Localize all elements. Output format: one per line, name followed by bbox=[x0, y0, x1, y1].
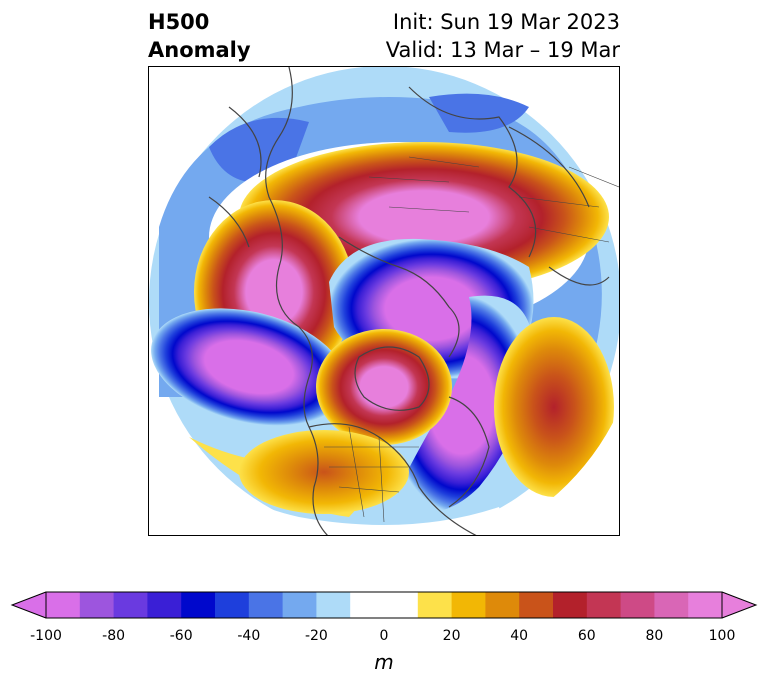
colorbar-tick-label: 20 bbox=[442, 628, 461, 644]
map-dates: Init: Sun 19 Mar 2023 Valid: 13 Mar – 19… bbox=[386, 8, 620, 64]
colorbar-bin bbox=[79, 592, 115, 618]
southwest-ridge bbox=[239, 430, 409, 514]
colorbar-bin bbox=[586, 592, 622, 618]
colorbar-bin bbox=[181, 592, 216, 618]
colorbar-tick-label: 40 bbox=[510, 628, 529, 644]
colorbar-tick-label: 100 bbox=[708, 628, 736, 644]
map-mask bbox=[149, 67, 619, 535]
anomaly-field bbox=[149, 67, 619, 535]
init-date: Init: Sun 19 Mar 2023 bbox=[392, 10, 620, 34]
colorbar-bin bbox=[316, 592, 351, 618]
colorbar-bin bbox=[113, 592, 148, 618]
colorbar-bin bbox=[215, 592, 250, 618]
atlantic-ridge bbox=[494, 317, 614, 497]
colorbar-unit: m bbox=[374, 650, 394, 674]
colorbar bbox=[10, 591, 758, 619]
map-panel bbox=[148, 66, 620, 536]
colorbar-bin bbox=[485, 592, 520, 618]
colorbar-tick-label: -100 bbox=[30, 628, 62, 644]
colorbar-bin bbox=[147, 592, 182, 618]
colorbar-tick-label: 0 bbox=[379, 628, 389, 644]
central-ridge bbox=[316, 329, 452, 445]
borders bbox=[324, 156, 619, 523]
eastern-trough bbox=[389, 295, 534, 514]
colorbar-high-extension bbox=[722, 592, 756, 618]
colorbar-bin bbox=[519, 592, 554, 618]
colorbar-tick-label: -80 bbox=[102, 628, 126, 644]
title-variable: H500 bbox=[148, 10, 210, 34]
colorbar-bin bbox=[417, 592, 453, 618]
pacific-trough bbox=[151, 308, 347, 426]
colorbar-bin bbox=[654, 592, 689, 618]
colorbar-bin bbox=[282, 592, 317, 618]
colorbar-tick-label: -60 bbox=[169, 628, 193, 644]
colorbar-bin bbox=[384, 592, 419, 618]
colorbar-tick-label: -20 bbox=[304, 628, 328, 644]
anomaly-map bbox=[149, 67, 619, 535]
coastlines bbox=[208, 67, 610, 535]
colorbar-tick-label: 80 bbox=[645, 628, 664, 644]
colorbar-bin bbox=[451, 592, 486, 618]
colorbar-bin bbox=[350, 592, 385, 618]
colorbar-bin bbox=[553, 592, 588, 618]
colorbar-low-extension bbox=[12, 592, 46, 618]
colorbar-frame bbox=[45, 591, 723, 619]
colorbar-bin bbox=[688, 592, 723, 618]
colorbar-tick-label: -40 bbox=[237, 628, 261, 644]
title-field: Anomaly bbox=[148, 38, 251, 62]
colorbar-tick-label: 60 bbox=[577, 628, 596, 644]
map-title: H500 Anomaly bbox=[148, 8, 251, 64]
valid-range: Valid: 13 Mar – 19 Mar bbox=[385, 38, 620, 62]
colorbar-bin bbox=[620, 592, 655, 618]
colorbar-bin bbox=[46, 592, 81, 618]
colorbar-bin bbox=[248, 592, 284, 618]
